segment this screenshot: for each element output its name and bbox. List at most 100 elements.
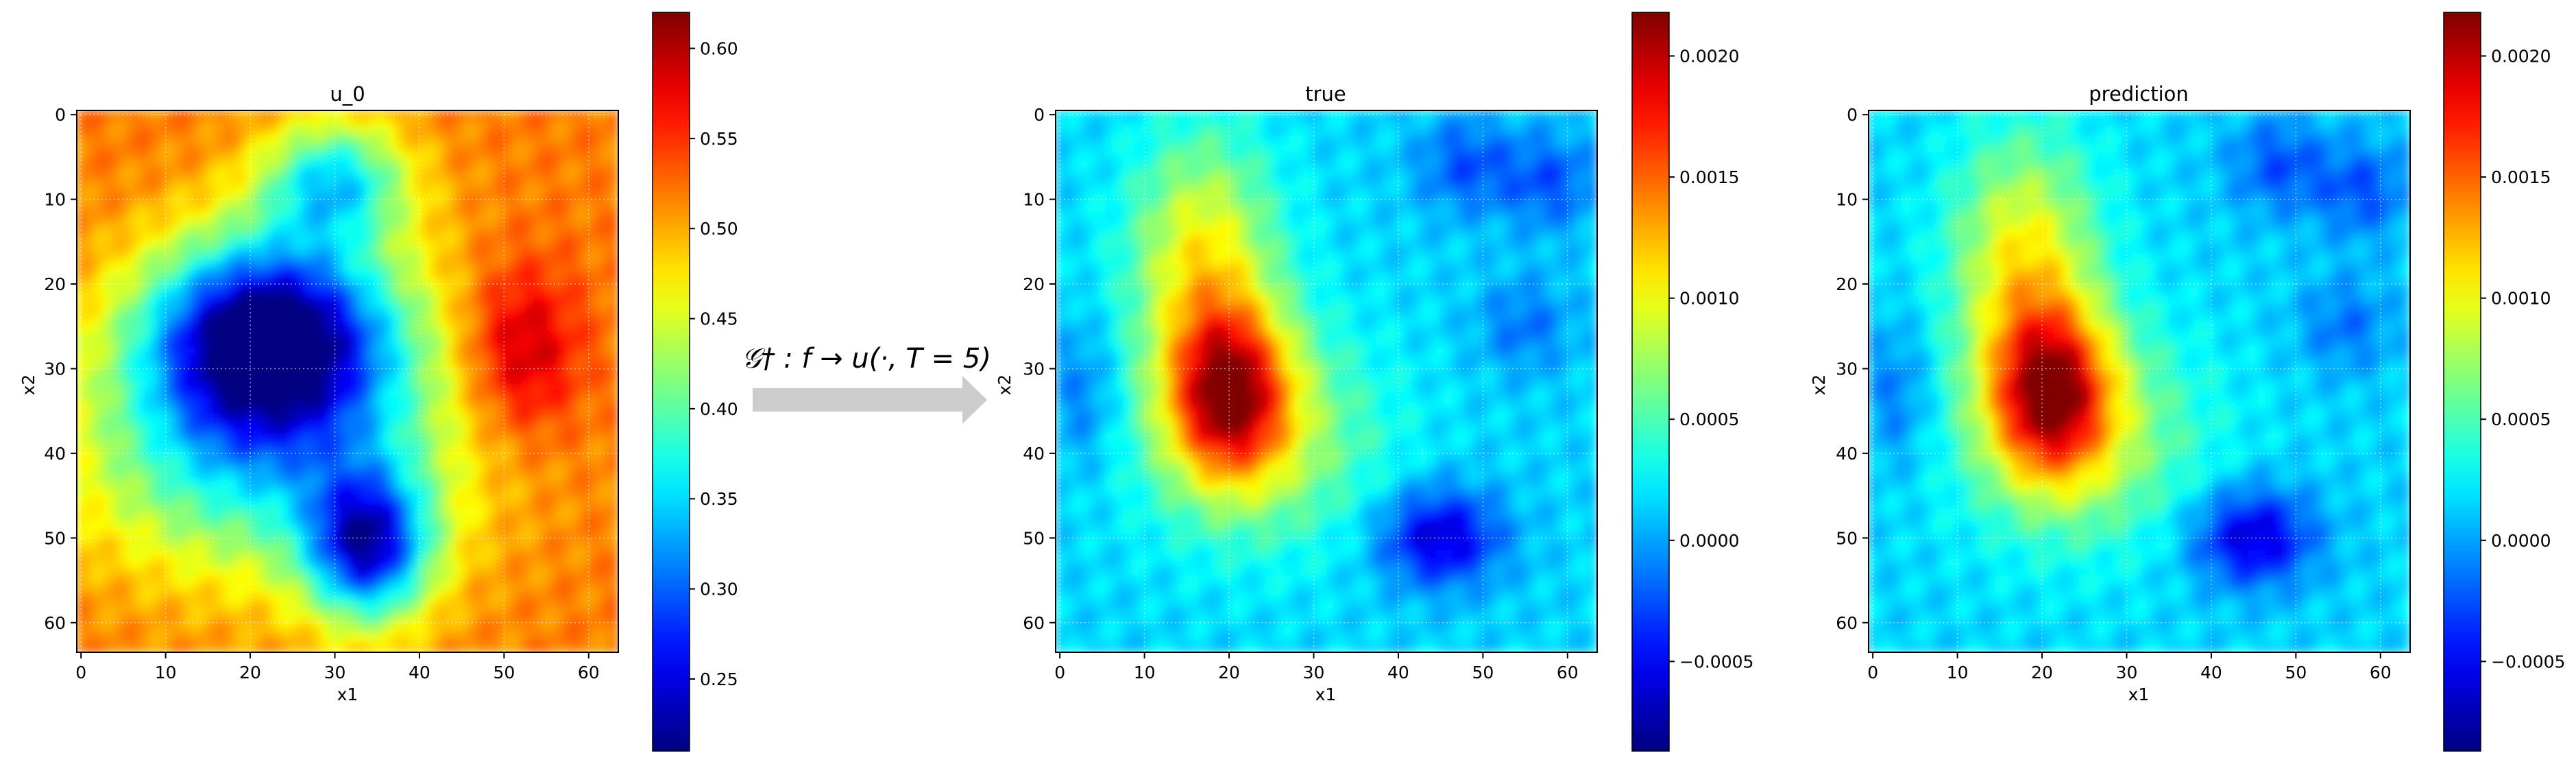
heatmap-cell bbox=[1089, 143, 1099, 154]
heatmap-cell bbox=[592, 499, 603, 510]
heatmap-cell bbox=[228, 584, 239, 594]
heatmap-cell bbox=[439, 219, 450, 230]
heatmap-cell bbox=[203, 473, 213, 484]
heatmap-cell bbox=[330, 372, 340, 382]
heatmap-cell bbox=[1342, 118, 1353, 128]
heatmap-cell bbox=[270, 457, 281, 467]
heatmap-cell bbox=[321, 473, 332, 484]
heatmap-cell bbox=[406, 270, 416, 281]
heatmap-cell bbox=[84, 211, 95, 222]
heatmap-cell bbox=[609, 549, 618, 560]
heatmap-cell bbox=[1089, 160, 1099, 171]
heatmap-cell bbox=[279, 296, 289, 306]
heatmap-cell bbox=[77, 499, 86, 510]
heatmap-cell bbox=[1545, 169, 1556, 179]
heatmap-cell bbox=[355, 270, 365, 281]
heatmap-cell bbox=[254, 126, 264, 137]
heatmap-cell bbox=[321, 440, 332, 450]
heatmap-cell bbox=[499, 364, 509, 374]
heatmap-cell bbox=[363, 202, 374, 213]
heatmap-cell bbox=[203, 321, 213, 331]
heatmap-cell bbox=[1520, 152, 1531, 163]
heatmap-cell bbox=[84, 584, 95, 594]
heatmap-cell bbox=[270, 575, 281, 586]
heatmap-cell bbox=[1232, 160, 1243, 171]
heatmap-cell bbox=[515, 592, 526, 602]
heatmap-cell bbox=[592, 508, 603, 518]
heatmap-cell bbox=[93, 473, 104, 484]
heatmap-cell bbox=[77, 372, 86, 382]
heatmap-cell bbox=[524, 490, 535, 501]
heatmap-cell bbox=[558, 211, 568, 222]
heatmap-cell bbox=[160, 490, 171, 501]
heatmap-cell bbox=[372, 465, 382, 475]
heatmap-cell bbox=[1114, 110, 1124, 120]
heatmap-cell bbox=[135, 177, 145, 188]
heatmap-cell bbox=[228, 524, 239, 535]
heatmap-cell bbox=[575, 270, 585, 281]
heatmap-cell bbox=[507, 278, 518, 289]
heatmap-cell bbox=[575, 397, 585, 408]
heatmap-cell bbox=[93, 126, 104, 137]
heatmap-cell bbox=[93, 541, 104, 551]
heatmap-cell bbox=[1089, 202, 1099, 213]
heatmap-cell bbox=[1190, 186, 1200, 196]
heatmap-cell bbox=[482, 549, 492, 560]
heatmap-cell bbox=[304, 524, 315, 535]
heatmap-cell bbox=[1232, 177, 1243, 188]
heatmap-cell bbox=[287, 609, 297, 619]
heatmap-cell bbox=[169, 211, 180, 222]
heatmap-cell bbox=[355, 406, 365, 416]
heatmap-cell bbox=[93, 296, 104, 306]
heatmap-cell bbox=[507, 194, 518, 204]
heatmap-cell bbox=[287, 245, 297, 255]
heatmap-cell bbox=[135, 558, 145, 569]
heatmap-cell bbox=[389, 584, 400, 594]
heatmap-cell bbox=[474, 186, 484, 196]
heatmap-cell bbox=[211, 431, 221, 442]
heatmap-cell bbox=[457, 634, 467, 645]
heatmap-cell bbox=[101, 626, 112, 637]
heatmap-cell bbox=[1317, 211, 1327, 222]
heatmap-cell bbox=[110, 202, 120, 213]
heatmap-cell bbox=[1359, 135, 1370, 145]
heatmap-cell bbox=[541, 126, 552, 137]
heatmap-cell bbox=[609, 245, 618, 255]
heatmap-cell bbox=[321, 237, 332, 247]
heatmap-cell bbox=[77, 389, 86, 399]
heatmap-cell bbox=[143, 626, 154, 637]
heatmap-cell bbox=[236, 609, 247, 619]
heatmap-cell bbox=[583, 169, 594, 179]
heatmap-cell bbox=[135, 617, 145, 628]
heatmap-cell bbox=[507, 202, 518, 213]
heatmap-cell bbox=[507, 617, 518, 628]
heatmap-cell bbox=[550, 143, 560, 154]
heatmap-cell bbox=[178, 118, 188, 128]
heatmap-cell bbox=[541, 211, 552, 222]
heatmap-cell bbox=[295, 381, 306, 391]
heatmap-cell bbox=[550, 296, 560, 306]
heatmap-cell bbox=[1173, 160, 1184, 171]
heatmap-cell bbox=[127, 643, 137, 652]
heatmap-cell bbox=[541, 177, 552, 188]
heatmap-cell bbox=[482, 423, 492, 433]
heatmap-cell bbox=[338, 194, 348, 204]
heatmap-cell bbox=[1342, 160, 1353, 171]
heatmap-cell bbox=[152, 643, 162, 652]
heatmap-cell bbox=[398, 473, 408, 484]
heatmap-cell bbox=[566, 397, 577, 408]
heatmap-cell bbox=[439, 381, 450, 391]
heatmap-cell bbox=[347, 372, 357, 382]
heatmap-cell bbox=[169, 278, 180, 289]
heatmap-cell bbox=[355, 177, 365, 188]
heatmap-cell bbox=[1106, 211, 1116, 222]
heatmap-cell bbox=[1215, 160, 1226, 171]
heatmap-cell bbox=[287, 440, 297, 450]
heatmap-cell bbox=[219, 508, 230, 518]
heatmap-cell bbox=[254, 228, 264, 239]
heatmap-cell bbox=[482, 346, 492, 357]
heatmap-cell bbox=[431, 516, 441, 526]
heatmap-cell bbox=[541, 118, 552, 128]
heatmap-cell bbox=[236, 406, 247, 416]
heatmap-cell bbox=[592, 381, 603, 391]
